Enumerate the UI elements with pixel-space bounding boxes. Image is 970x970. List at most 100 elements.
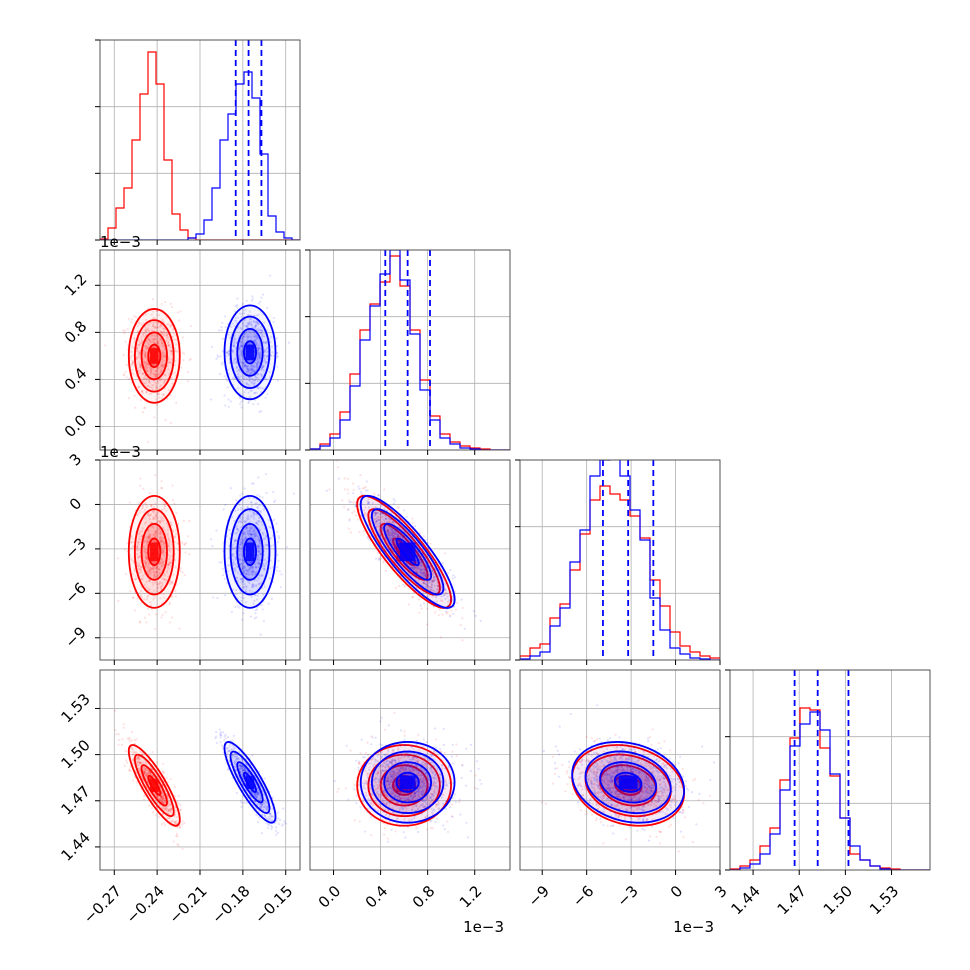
scatter-point <box>156 516 160 519</box>
scatter-point <box>254 370 257 373</box>
scatter-point <box>124 750 127 753</box>
scatter-point <box>140 578 143 581</box>
scatter-point <box>245 526 248 529</box>
scatter-point <box>138 541 141 544</box>
scatter-point <box>160 331 164 334</box>
scatter-point <box>276 553 279 556</box>
scatter-point <box>132 572 135 576</box>
scatter-point <box>259 552 263 555</box>
scatter-point <box>257 322 260 326</box>
scatter-point <box>448 615 451 618</box>
scatter-point <box>280 573 283 576</box>
scatter-point <box>235 366 238 369</box>
scatter-point <box>252 379 255 383</box>
scatter-point <box>160 364 163 367</box>
scatter-point <box>177 522 180 526</box>
scatter-point <box>164 354 167 358</box>
scatter-point <box>241 566 244 569</box>
scatter-point <box>137 565 140 568</box>
scatter-point <box>147 587 151 591</box>
scatter-point <box>390 528 393 531</box>
scatter-point <box>154 513 157 516</box>
scatter-point <box>434 611 437 614</box>
scatter-point <box>164 578 167 581</box>
scatter-point <box>257 562 261 565</box>
scatter-point <box>159 330 162 333</box>
scatter-point <box>131 362 134 365</box>
scatter-point <box>145 505 148 509</box>
scatter-point <box>268 525 271 529</box>
scatter-point <box>151 328 154 331</box>
scatter-point <box>264 340 268 344</box>
scatter-point <box>234 570 237 573</box>
scatter-point <box>223 394 226 397</box>
scatter-point <box>254 341 257 344</box>
scatter-point <box>157 380 160 383</box>
scatter-point <box>266 544 269 547</box>
scatter-point <box>154 474 157 477</box>
scatter-point <box>250 572 253 575</box>
scatter-point <box>154 374 157 378</box>
scatter-point <box>256 357 259 360</box>
scatter-point <box>143 374 147 378</box>
scatter-point <box>437 587 440 591</box>
scatter-point <box>241 562 244 565</box>
scatter-point <box>181 571 184 574</box>
scatter-point <box>154 814 158 817</box>
scatter-point <box>255 362 259 365</box>
scatter-point <box>248 534 251 537</box>
scatter-point <box>127 396 131 400</box>
scatter-point <box>276 565 279 569</box>
scatter-point <box>179 567 183 570</box>
scatter-point <box>245 377 249 380</box>
scatter-point <box>155 369 158 373</box>
scatter-point <box>263 564 266 567</box>
scatter-point <box>241 534 244 537</box>
scatter-point <box>236 303 239 307</box>
scatter-point <box>167 575 170 578</box>
scatter-point <box>147 613 151 616</box>
scatter-point <box>363 513 366 517</box>
scatter-point <box>140 534 144 538</box>
scatter-point <box>436 581 439 584</box>
scatter-point <box>393 532 396 535</box>
scatter-point <box>429 542 432 545</box>
scatter-point <box>269 341 272 344</box>
scatter-point <box>251 526 254 529</box>
scatter-point <box>165 331 168 335</box>
scatter-point <box>163 541 166 544</box>
scatter-point <box>232 553 235 556</box>
scatter-point <box>188 359 191 362</box>
scatter-point <box>167 356 170 359</box>
scatter-point <box>138 568 141 571</box>
scatter-point <box>234 558 237 561</box>
scatter-point <box>161 537 164 540</box>
scatter-point <box>156 373 159 377</box>
scatter-point <box>419 532 422 535</box>
scatter-point <box>259 356 262 359</box>
scatter-point <box>254 521 258 524</box>
scatter-point <box>244 590 248 593</box>
scatter-point <box>249 528 252 531</box>
scatter-point <box>169 324 172 327</box>
scatter-point <box>234 532 237 535</box>
scatter-point <box>143 351 146 354</box>
scatter-point <box>276 379 279 382</box>
scatter-point <box>244 567 247 570</box>
scatter-point <box>158 532 161 535</box>
scatter-point <box>407 603 410 606</box>
scatter-point <box>179 569 182 572</box>
scatter-point <box>240 581 243 584</box>
hist-group <box>310 250 510 450</box>
scatter-point <box>160 536 163 539</box>
scatter-point <box>430 585 433 589</box>
scatter-point <box>258 541 262 544</box>
scatter-point <box>250 299 254 302</box>
scatter-point <box>358 487 361 491</box>
y-tick-label: −9 <box>61 623 89 651</box>
scatter-point <box>247 569 250 572</box>
scatter-point <box>172 499 175 502</box>
scatter-point <box>147 594 150 597</box>
scatter-point <box>168 373 171 376</box>
scatter-point <box>262 335 266 338</box>
